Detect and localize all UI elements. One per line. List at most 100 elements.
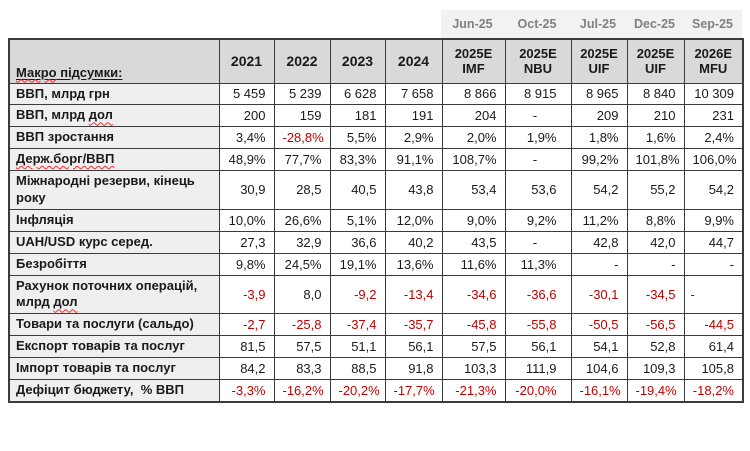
value-cell: 6 628 xyxy=(329,82,386,106)
value-cell: -13,4 xyxy=(384,274,443,315)
row-label: Товари та послуги (сальдо) xyxy=(8,313,220,337)
value-cell: 104,6 xyxy=(570,357,628,380)
value-cell: 53,6 xyxy=(504,170,572,210)
label-text: Міжнародні резерви, кінець року xyxy=(16,173,195,205)
value-cell: 2,9% xyxy=(384,126,443,150)
value-cell: 105,8 xyxy=(683,357,744,380)
value-cell: 40,2 xyxy=(384,230,443,254)
value-cell: 2,0% xyxy=(441,126,506,150)
header-line: 2025E xyxy=(636,45,675,61)
value-cell: 36,6 xyxy=(329,230,386,254)
value-cell: 12,0% xyxy=(384,208,443,232)
row-label: Міжнародні резерви, кінець року xyxy=(8,170,220,210)
value-cell: -16,1% xyxy=(570,378,628,403)
forecast-column-header: 2026E MFU xyxy=(683,38,744,84)
table-row: UAH/USD курс серед. 27,3 32,9 36,6 40,2 43,5-… xyxy=(8,230,744,254)
value-cell: 52,8 xyxy=(626,335,685,359)
row-label: Безробіття xyxy=(8,252,220,276)
value-cell: -45,8 xyxy=(441,313,506,337)
value-cell: 32,9 xyxy=(273,230,331,254)
year-column-header: 2021 xyxy=(218,38,275,84)
band-date-label: Oct-25 xyxy=(517,17,557,31)
value-cell: 1,8% xyxy=(570,126,628,150)
value-cell: 111,9 xyxy=(504,357,572,380)
value-cell: 43,8 xyxy=(384,170,443,210)
value-cell: 44,7 xyxy=(683,230,744,254)
row-label: Інфляція xyxy=(8,208,220,232)
value-cell: 191 xyxy=(384,104,443,128)
value-cell: 88,5 xyxy=(329,357,386,380)
table-row: Інфляція 10,0% 26,6% 5,1% 12,0% 9,0% 9,2% 11,2%… xyxy=(8,208,744,232)
value-cell: 56,1 xyxy=(384,335,443,359)
header-line: 2025E xyxy=(454,45,493,61)
value-cell: 83,3 xyxy=(273,357,331,380)
value-cell: 103,3 xyxy=(441,357,506,380)
table-title: Макро підсумки: xyxy=(16,65,123,80)
value-cell: 55,2 xyxy=(626,170,685,210)
label-text: Експорт товарів та послуг xyxy=(16,338,185,354)
value-cell: 8 915 xyxy=(504,82,572,106)
value-cell: 209 xyxy=(570,104,628,128)
value-cell: 101,8% xyxy=(626,148,685,172)
value-cell: -34,6 xyxy=(441,274,506,315)
band-date-label: Jun-25 xyxy=(452,17,493,31)
value-cell: -17,7% xyxy=(384,378,443,403)
value-cell: 81,5 xyxy=(218,335,275,359)
value-cell: 8 866 xyxy=(441,82,506,106)
value-cell: 57,5 xyxy=(273,335,331,359)
value-cell: -20,2% xyxy=(329,378,386,403)
spellcheck-squiggle-text: дол xyxy=(88,107,113,123)
label-text: Інфляція xyxy=(16,211,74,227)
value-cell: 54,2 xyxy=(683,170,744,210)
table-row: Товари та послуги (сальдо) -2,7 -25,8 -37,4… xyxy=(8,313,744,337)
year-column-header: 2022 xyxy=(273,38,331,84)
row-label: Дефіцит бюджету, % ВВП xyxy=(8,378,220,403)
value-cell: 5 239 xyxy=(273,82,331,106)
value-cell: 56,1 xyxy=(504,335,572,359)
value-cell: 48,9% xyxy=(218,148,275,172)
empty-value-cell: - xyxy=(683,252,744,276)
value-cell: 77,7% xyxy=(273,148,331,172)
row-label: ВВП, млрд грн xyxy=(8,82,220,106)
value-cell: -2,7 xyxy=(218,313,275,337)
macro-summary-table: Макро підсумки: 2021 2022 2023 2024 2025E IMF 2… xyxy=(8,38,744,403)
value-cell: 8,8% xyxy=(626,208,685,232)
value-cell: 181 xyxy=(329,104,386,128)
value-cell: 200 xyxy=(218,104,275,128)
value-cell: 61,4 xyxy=(683,335,744,359)
value-cell: 43,5 xyxy=(441,230,506,254)
table-row: Міжнародні резерви, кінець року 30,9 28,5 4… xyxy=(8,170,744,210)
value-cell: 8,0 xyxy=(273,274,331,315)
header-line: MFU xyxy=(699,61,728,77)
value-cell: -21,3% xyxy=(441,378,506,403)
empty-value-cell: - xyxy=(504,148,572,172)
value-cell: 10,0% xyxy=(218,208,275,232)
table-row: ВВП, млрд грн 5 459 5 239 6 628 7 658 8 866 8 … xyxy=(8,82,744,106)
value-cell: -36,6 xyxy=(504,274,572,315)
header-line: 2022 xyxy=(286,53,318,70)
value-cell: 26,6% xyxy=(273,208,331,232)
label-text: ВВП зростання xyxy=(16,129,115,145)
value-cell: -19,4% xyxy=(626,378,685,403)
header-line: 2026E xyxy=(694,45,733,61)
value-cell: 19,1% xyxy=(329,252,386,276)
value-cell: 24,5% xyxy=(273,252,331,276)
label-text: підсумки: xyxy=(56,64,123,80)
value-cell: 5,1% xyxy=(329,208,386,232)
value-cell: 11,3% xyxy=(504,252,572,276)
label-text: Рахунок поточних операцій, млрд xyxy=(16,277,198,310)
value-cell: -50,5 xyxy=(570,313,628,337)
value-cell: -37,4 xyxy=(329,313,386,337)
value-cell: 108,7% xyxy=(441,148,506,172)
value-cell: 204 xyxy=(441,104,506,128)
header-line: UIF xyxy=(588,61,610,77)
value-cell: 9,2% xyxy=(504,208,572,232)
value-cell: 231 xyxy=(683,104,744,128)
value-cell: -28,8% xyxy=(273,126,331,150)
value-cell: 84,2 xyxy=(218,357,275,380)
label-text: Товари та послуги (сальдо) xyxy=(16,316,194,332)
label-text: Імпорт товарів та послуг xyxy=(16,360,176,376)
label-text: UAH/USD курс серед. xyxy=(16,233,153,249)
value-cell: 8 965 xyxy=(570,82,628,106)
value-cell: 210 xyxy=(626,104,685,128)
